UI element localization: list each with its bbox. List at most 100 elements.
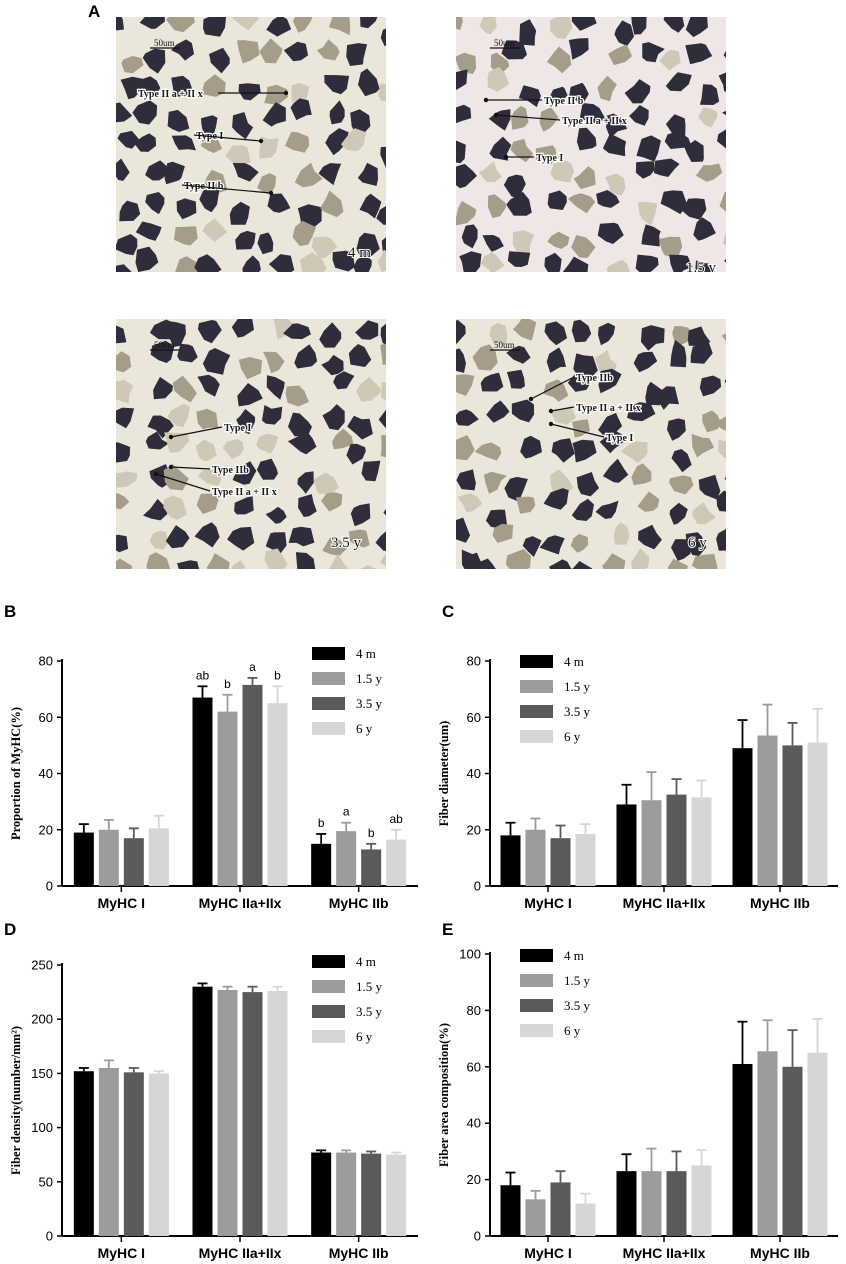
- fiber-cell: [348, 344, 372, 367]
- fiber-cell: [664, 131, 693, 149]
- fiber-cell: [691, 433, 715, 458]
- fiber-cell: [549, 406, 577, 425]
- bar: [575, 833, 596, 886]
- fiber-cell: [381, 382, 386, 401]
- fiber-cell: [671, 539, 691, 561]
- fiber-cell: [457, 493, 483, 513]
- fiber-cell: [199, 189, 220, 213]
- legend-swatch: [520, 680, 553, 693]
- fiber-cell: [163, 464, 189, 491]
- fiber-cell: [535, 145, 557, 165]
- scale-bar-label: 50um: [494, 340, 515, 350]
- fiber-cell: [171, 75, 193, 98]
- y-tick-label: 0: [46, 879, 53, 894]
- bar: [500, 1185, 521, 1236]
- fiber-cell: [167, 403, 191, 428]
- legend-swatch: [520, 949, 553, 962]
- micrograph-image: 50um Type II b Type II a + II x Type I 1.5 y: [456, 17, 726, 272]
- y-tick-label: 50: [39, 1174, 53, 1189]
- legend-swatch: [312, 955, 345, 968]
- arrow-head: [548, 408, 554, 414]
- fiber-cell: [116, 379, 134, 404]
- fiber-cell: [116, 102, 133, 123]
- y-axis-label: Fiber diameter(um): [437, 721, 451, 827]
- y-tick-label: 200: [31, 1012, 53, 1027]
- fiber-cell: [659, 49, 681, 71]
- fiber-cell: [487, 194, 506, 218]
- fiber-cell: [201, 115, 218, 138]
- fiber-cell: [691, 502, 717, 525]
- fiber-cell: [375, 531, 386, 551]
- fiber-cell: [116, 17, 124, 31]
- fiber-cell: [134, 133, 157, 152]
- fiber-cell: [487, 66, 510, 92]
- bar: [386, 839, 407, 886]
- fiber-cell: [691, 553, 718, 569]
- bar: [242, 684, 263, 886]
- fiber-cell: [456, 140, 466, 164]
- scale-bar-label: 50um: [154, 340, 175, 350]
- fiber-cell: [684, 140, 704, 162]
- y-tick-label: 20: [39, 822, 53, 837]
- fiber-cell: [669, 254, 693, 272]
- fiber-cell: [546, 46, 572, 74]
- fiber-cell: [624, 79, 651, 104]
- bar: [192, 697, 213, 886]
- fiber-cell: [227, 526, 255, 551]
- chart-b: 0 20 40 60 80 Proportion of MyHC(%) MyHC I MyHC…: [0, 625, 430, 911]
- fiber-cell: [196, 493, 220, 515]
- legend-label: 3.5 y: [356, 696, 383, 711]
- fiber-cell: [116, 471, 138, 488]
- bar: [336, 831, 357, 886]
- fiber-cell: [285, 131, 310, 153]
- fiber-cell: [380, 554, 386, 567]
- fiber-cell: [381, 237, 386, 252]
- fiber-cell: [167, 109, 190, 132]
- fiber-cell: [599, 429, 624, 454]
- bar: [386, 1154, 407, 1236]
- annotation-label: Type I: [536, 153, 563, 164]
- fiber-cell: [721, 333, 726, 341]
- fiber-cell: [380, 146, 386, 168]
- arrow-head: [548, 421, 554, 427]
- fiber-cell: [292, 220, 317, 247]
- fiber-cell: [571, 561, 592, 569]
- fiber-cell: [117, 130, 140, 149]
- annotation-arrow: [193, 134, 262, 142]
- fiber-cell: [201, 74, 226, 97]
- fiber-cell: [478, 161, 502, 183]
- fiber-cell: [205, 169, 228, 193]
- significance-label: b: [274, 668, 281, 682]
- fiber-cell: [116, 534, 129, 553]
- fiber-cell: [287, 431, 317, 455]
- fiber-cell: [346, 443, 366, 465]
- legend-label: 6 y: [564, 1023, 581, 1038]
- bar: [361, 1153, 382, 1236]
- fiber-cell: [329, 17, 351, 36]
- fiber-cell: [262, 405, 283, 425]
- fiber-cell: [576, 127, 597, 151]
- fiber-cell: [597, 222, 624, 244]
- fiber-cell: [613, 522, 630, 545]
- arrow-head: [268, 190, 274, 196]
- fiber-cell: [501, 40, 527, 60]
- fiber-cell: [669, 475, 694, 495]
- fiber-cell: [163, 495, 187, 520]
- fiber-cell: [202, 218, 228, 242]
- fiber-cell: [631, 548, 650, 569]
- fiber-cell: [456, 17, 463, 31]
- bar: [98, 1067, 119, 1236]
- bar: [616, 1171, 637, 1236]
- fiber-cell: [602, 135, 626, 157]
- fiber-cell: [456, 52, 477, 75]
- fiber-cell: [672, 326, 694, 347]
- fiber-cell: [507, 251, 531, 267]
- fiber-cell: [167, 321, 186, 347]
- fiber-cell: [237, 40, 260, 64]
- fiber-cell: [177, 560, 200, 569]
- fiber-cell: [456, 104, 472, 124]
- chart-e: 0 20 40 60 80 100 Fiber area composition(%) MyH…: [437, 940, 846, 1264]
- fiber-cell: [238, 83, 261, 101]
- annotation-label: Type II a + II x: [138, 89, 203, 100]
- fiber-cell: [231, 560, 245, 569]
